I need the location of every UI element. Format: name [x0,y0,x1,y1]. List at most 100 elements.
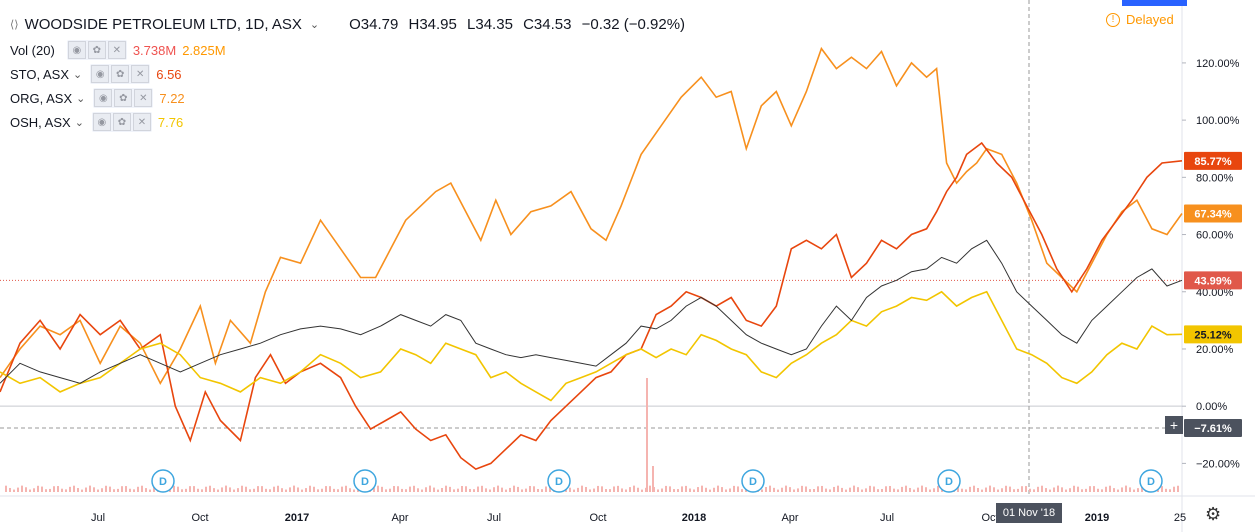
eye-icon[interactable]: ◉ [67,41,86,59]
plus-icon[interactable]: + [1165,416,1183,434]
volume-bar [593,488,595,492]
volume-bar [325,486,327,492]
volume-bar [933,488,935,492]
volume-bar [73,485,75,492]
close-icon[interactable]: ✕ [107,41,126,59]
volume-bar [309,485,311,492]
volume-bar [549,485,551,492]
volume-bar [849,487,851,492]
volume-bar [625,489,627,492]
volume-bar [241,485,243,492]
volume-bar [969,486,971,492]
chevron-down-icon[interactable]: ⌄ [74,116,84,129]
volume-bar [997,489,999,492]
vol-label[interactable]: Vol (20) [10,42,55,58]
eye-icon[interactable]: ◉ [92,113,111,131]
close-icon[interactable]: ✕ [131,65,150,83]
volume-bar [865,488,867,492]
compare-name[interactable]: STO, ASX [10,66,70,82]
volume-bar [917,487,919,492]
eye-icon[interactable]: ◉ [91,65,110,83]
volume-bar [1069,488,1071,492]
volume-bar [477,486,479,492]
volume-bar [525,488,527,492]
dividend-marker-label: D [555,476,563,488]
y-tick-label: 120.00% [1196,58,1240,70]
volume-bar [313,486,315,492]
vol-row: Vol (20) ◉ ✿ ✕ 3.738M 2.825M [10,38,691,62]
volume-bar [465,486,467,492]
symbol-title[interactable]: WOODSIDE PETROLEUM LTD, 1D, ASX [24,15,302,33]
compare-name[interactable]: ORG, ASX [10,90,73,106]
gear-icon[interactable]: ✿ [114,89,133,107]
volume-bar [409,486,411,492]
chevron-down-icon[interactable]: ⌄ [76,92,86,105]
x-tick-label: Jul [487,512,501,524]
volume-bar [597,485,599,492]
volume-bar [125,486,127,492]
volume-bar [1137,488,1139,492]
volume-bar [281,488,283,492]
gear-icon[interactable]: ✿ [87,41,106,59]
volume-bar [1009,486,1011,492]
volume-bar [1029,488,1031,492]
collapse-icon[interactable]: ⟨⟩ [10,18,19,31]
dividend-marker [937,469,961,493]
volume-bar [225,485,227,492]
chevron-down-icon[interactable]: ⌄ [309,18,320,31]
volume-bar [657,489,659,492]
volume-bar [913,489,915,492]
exclamation-icon: ! [1106,12,1120,27]
volume-bar [437,489,439,492]
gear-icon[interactable]: ✿ [111,65,130,83]
volume-bar [1133,489,1135,492]
volume-bar [177,486,179,492]
volume-bar [405,489,407,492]
gear-icon[interactable]: ✿ [112,113,131,131]
y-tick-label: 100.00% [1196,115,1240,127]
volume-bar [725,489,727,492]
volume-bar [9,487,11,492]
volume-bar [1001,488,1003,492]
close-icon[interactable]: ✕ [134,89,153,107]
series-value-label: 43.99% [1194,275,1232,287]
volume-bar [1109,485,1111,492]
volume-bar [1025,486,1027,492]
low-value: L34.35 [467,15,513,33]
volume-bar [697,487,699,492]
compare-value: 7.76 [157,114,184,130]
dividend-marker [353,469,377,493]
volume-bar [605,489,607,492]
delayed-indicator[interactable]: ! Delayed [1106,12,1174,27]
volume-bar [221,487,223,492]
close-value: C34.53 [523,15,572,33]
dividend-marker-label: D [945,476,953,488]
volume-spike-bar [646,378,648,492]
volume-bar [965,489,967,492]
volume-bar [117,488,119,492]
volume-bar [1173,486,1175,492]
compare-name[interactable]: OSH, ASX [10,114,71,130]
volume-bar [637,487,639,492]
volume-bar [1077,486,1079,492]
volume-bar [1125,485,1127,492]
volume-bar [145,488,147,492]
volume-bar [141,485,143,492]
volume-bar [857,487,859,492]
volume-bar [905,485,907,492]
volume-bar [829,489,831,492]
x-tick-label: Oct [191,512,208,524]
volume-bar [981,489,983,492]
volume-bar [89,485,91,492]
volume-bar [765,486,767,492]
settings-gear-icon[interactable]: ⚙ [1205,504,1222,524]
volume-bar [961,488,963,492]
volume-bar [957,486,959,492]
chevron-down-icon[interactable]: ⌄ [73,68,83,81]
high-value: H34.95 [408,15,457,33]
volume-bar [737,486,739,492]
close-icon[interactable]: ✕ [132,113,151,131]
volume-bar [97,489,99,492]
eye-icon[interactable]: ◉ [94,89,113,107]
